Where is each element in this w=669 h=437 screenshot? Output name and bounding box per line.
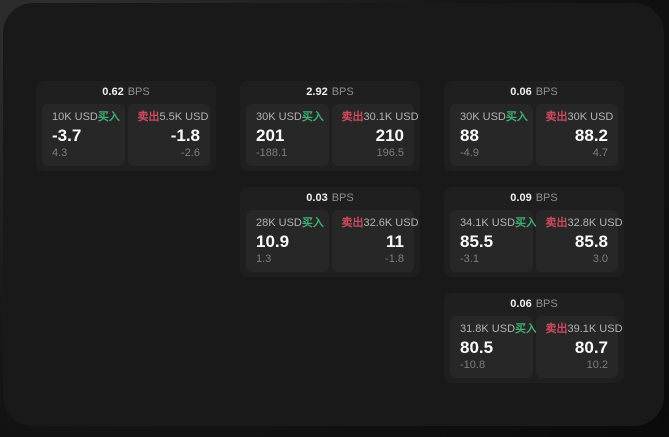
sell-amount-label: 30K USD bbox=[567, 111, 614, 123]
sell-amount-label: 30.1K USD bbox=[363, 111, 419, 123]
buy-side-label: 买入 bbox=[515, 217, 538, 229]
buy-price: -3.7 bbox=[52, 126, 82, 145]
quote-tiles: 30K USD 买入 88 -4.9 卖出 30K USD 88.2 4.7 bbox=[450, 104, 618, 166]
sell-quote-tile[interactable]: 卖出 5.5K USD -1.8 -2.6 bbox=[127, 104, 210, 166]
buy-quote-tile[interactable]: 34.1K USD 买入 85.5 -3.1 bbox=[450, 210, 537, 272]
buy-amount-label: 31.8K USD bbox=[460, 323, 516, 335]
bps-unit: BPS bbox=[331, 86, 354, 98]
sell-price: 85.8 bbox=[574, 232, 608, 251]
buy-delta: 4.3 bbox=[52, 147, 68, 159]
buy-delta: -3.1 bbox=[460, 253, 479, 265]
bps-unit: BPS bbox=[535, 192, 558, 204]
bps-header: 0.06 BPS bbox=[444, 293, 624, 316]
buy-delta: -10.8 bbox=[460, 359, 486, 371]
buy-amount-label: 30K USD bbox=[460, 111, 506, 123]
buy-quote-tile[interactable]: 10K USD 买入 -3.7 4.3 bbox=[42, 104, 125, 166]
sell-delta: 196.5 bbox=[376, 147, 404, 159]
quote-card-3: 0.06 BPS 30K USD 买入 88 -4.9 卖出 30K USD 8… bbox=[444, 81, 624, 171]
sell-price: -1.8 bbox=[170, 126, 200, 145]
bps-unit: BPS bbox=[535, 86, 558, 98]
buy-side-label: 买入 bbox=[301, 217, 324, 229]
buy-quote-tile[interactable]: 28K USD 买入 10.9 1.3 bbox=[246, 210, 329, 272]
buy-quote-tile[interactable]: 30K USD 买入 88 -4.9 bbox=[450, 104, 533, 166]
sell-amount-label: 5.5K USD bbox=[159, 111, 209, 123]
sell-delta: 10.2 bbox=[586, 359, 608, 371]
sell-quote-tile[interactable]: 卖出 32.8K USD 85.8 3.0 bbox=[535, 210, 623, 272]
buy-price: 80.5 bbox=[460, 338, 494, 357]
bps-header: 2.92 BPS bbox=[240, 81, 420, 104]
bps-value: 0.03 bbox=[306, 192, 328, 204]
quote-tiles: 31.8K USD 买入 80.5 -10.8 卖出 39.1K USD 80.… bbox=[450, 316, 623, 378]
sell-side-label: 卖出 bbox=[137, 111, 160, 123]
buy-quote-tile[interactable]: 31.8K USD 买入 80.5 -10.8 bbox=[450, 316, 537, 378]
bps-value: 0.06 bbox=[510, 298, 532, 310]
sell-amount-label: 32.6K USD bbox=[363, 217, 419, 229]
bps-unit: BPS bbox=[127, 86, 150, 98]
sell-quote-tile[interactable]: 卖出 32.6K USD 11 -1.8 bbox=[331, 210, 419, 272]
bps-header: 0.62 BPS bbox=[36, 81, 216, 104]
buy-quote-tile[interactable]: 30K USD 买入 201 -188.1 bbox=[246, 104, 329, 166]
buy-side-label: 买入 bbox=[515, 323, 538, 335]
buy-amount-label: 30K USD bbox=[256, 111, 302, 123]
buy-side-label: 买入 bbox=[97, 111, 120, 123]
sell-quote-tile[interactable]: 卖出 39.1K USD 80.7 10.2 bbox=[535, 316, 623, 378]
bps-value: 0.06 bbox=[510, 86, 532, 98]
bps-header: 0.03 BPS bbox=[240, 187, 420, 210]
sell-side-label: 卖出 bbox=[341, 217, 364, 229]
buy-delta: 1.3 bbox=[256, 253, 272, 265]
quote-card-1: 0.62 BPS 10K USD 买入 -3.7 4.3 卖出 5.5K USD… bbox=[36, 81, 216, 171]
sell-quote-tile[interactable]: 卖出 30.1K USD 210 196.5 bbox=[331, 104, 419, 166]
quote-tiles: 30K USD 买入 201 -188.1 卖出 30.1K USD 210 1… bbox=[246, 104, 419, 166]
sell-side-label: 卖出 bbox=[341, 111, 364, 123]
sell-amount-label: 39.1K USD bbox=[567, 323, 623, 335]
sell-delta: -2.6 bbox=[181, 147, 200, 159]
buy-price: 10.9 bbox=[256, 232, 290, 251]
quote-tiles: 28K USD 买入 10.9 1.3 卖出 32.6K USD 11 -1.8 bbox=[246, 210, 419, 272]
buy-side-label: 买入 bbox=[505, 111, 528, 123]
quote-tiles: 34.1K USD 买入 85.5 -3.1 卖出 32.8K USD 85.8… bbox=[450, 210, 623, 272]
quote-card-6: 0.06 BPS 31.8K USD 买入 80.5 -10.8 卖出 39.1… bbox=[444, 293, 624, 383]
buy-delta: -4.9 bbox=[460, 147, 479, 159]
quote-card-5: 0.09 BPS 34.1K USD 买入 85.5 -3.1 卖出 32.8K… bbox=[444, 187, 624, 277]
buy-price: 88 bbox=[460, 126, 479, 145]
buy-price: 201 bbox=[256, 126, 285, 145]
sell-price: 80.7 bbox=[574, 338, 608, 357]
bps-unit: BPS bbox=[535, 298, 558, 310]
sell-delta: 4.7 bbox=[592, 147, 608, 159]
buy-price: 85.5 bbox=[460, 232, 494, 251]
sell-price: 210 bbox=[375, 126, 404, 145]
sell-price: 11 bbox=[386, 232, 404, 251]
sell-side-label: 卖出 bbox=[545, 217, 568, 229]
bps-value: 0.62 bbox=[102, 86, 124, 98]
buy-amount-label: 34.1K USD bbox=[460, 217, 516, 229]
buy-amount-label: 10K USD bbox=[52, 111, 98, 123]
sell-amount-label: 32.8K USD bbox=[567, 217, 623, 229]
sell-side-label: 卖出 bbox=[545, 323, 568, 335]
quote-card-2: 2.92 BPS 30K USD 买入 201 -188.1 卖出 30.1K … bbox=[240, 81, 420, 171]
sell-side-label: 卖出 bbox=[545, 111, 568, 123]
bps-header: 0.09 BPS bbox=[444, 187, 624, 210]
quote-card-4: 0.03 BPS 28K USD 买入 10.9 1.3 卖出 32.6K US… bbox=[240, 187, 420, 277]
sell-price: 88.2 bbox=[574, 126, 608, 145]
buy-side-label: 买入 bbox=[301, 111, 324, 123]
bps-unit: BPS bbox=[331, 192, 354, 204]
sell-quote-tile[interactable]: 卖出 30K USD 88.2 4.7 bbox=[535, 104, 618, 166]
quote-tiles: 10K USD 买入 -3.7 4.3 卖出 5.5K USD -1.8 -2.… bbox=[42, 104, 210, 166]
bps-header: 0.06 BPS bbox=[444, 81, 624, 104]
buy-delta: -188.1 bbox=[256, 147, 288, 159]
sell-delta: 3.0 bbox=[592, 253, 608, 265]
bps-value: 0.09 bbox=[510, 192, 532, 204]
buy-amount-label: 28K USD bbox=[256, 217, 302, 229]
sell-delta: -1.8 bbox=[385, 253, 404, 265]
bps-value: 2.92 bbox=[306, 86, 328, 98]
